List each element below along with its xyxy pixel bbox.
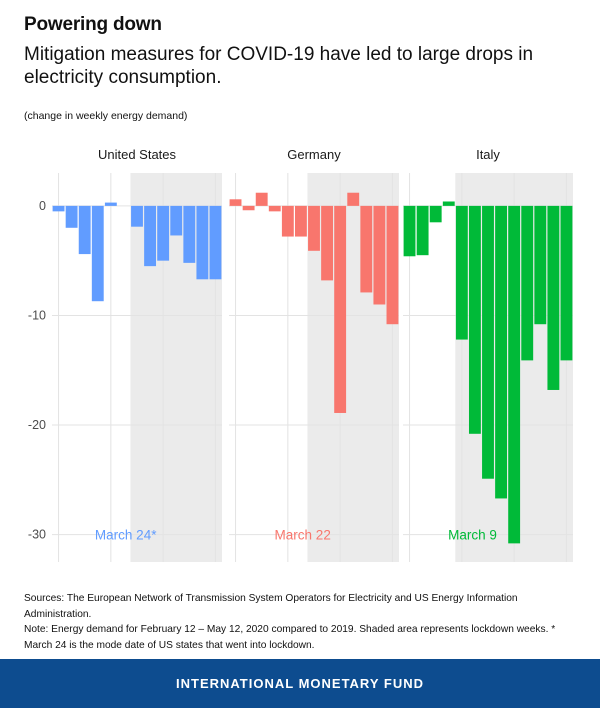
bar-italy	[416, 205, 429, 256]
panel-title-united-states: United States	[98, 147, 177, 162]
bar-italy	[560, 205, 573, 361]
unit-note: (change in weekly energy demand)	[24, 110, 188, 122]
bar-germany	[360, 205, 373, 293]
x-tick-label: Feb12	[220, 569, 251, 570]
bar-germany	[373, 205, 386, 305]
bar-germany	[242, 205, 255, 211]
y-tick-label: -20	[28, 418, 46, 432]
note-text: Note: Energy demand for February 12 – Ma…	[24, 624, 556, 651]
lockdown-label-germany: March 22	[275, 528, 331, 543]
energy-demand-chart: 0 -10 -20 -30 United States March 24* Feb12 Mar…	[28, 147, 580, 570]
bar-germany	[386, 205, 399, 325]
panel-title-italy: Italy	[476, 147, 500, 162]
y-tick-label: -30	[28, 528, 46, 542]
x-tick-label: Mar12	[446, 569, 477, 570]
bar-italy	[495, 205, 508, 499]
bar-italy	[521, 205, 534, 361]
x-tick-label: Apr9	[152, 569, 175, 570]
bar-germany	[281, 205, 294, 237]
y-tick-label: 0	[39, 199, 46, 213]
chart-subtitle: Mitigation measures for COVID-19 have le…	[24, 44, 534, 88]
bar-germany	[347, 192, 360, 206]
x-tick-label: Apr9	[503, 569, 526, 570]
sources-text: Sources: The European Network of Transmi…	[24, 593, 518, 620]
x-tick-label: May7	[379, 569, 406, 570]
x-tick-label: Feb12	[43, 569, 74, 570]
bar-germany	[229, 199, 242, 206]
chart-title: Powering down	[24, 14, 162, 35]
bar-italy	[442, 201, 455, 206]
imf-footer-bar: INTERNATIONAL MONETARY FUND	[0, 659, 600, 708]
bar-italy	[534, 205, 547, 325]
bar-germany	[294, 205, 307, 237]
footer-org-name: INTERNATIONAL MONETARY FUND	[176, 676, 424, 691]
bar-germany	[334, 205, 347, 413]
bar-united-states	[78, 205, 91, 255]
bar-italy	[429, 205, 442, 223]
lockdown-label-united-states: March 24*	[95, 528, 157, 543]
bar-united-states	[65, 205, 78, 228]
bar-united-states	[209, 205, 222, 280]
bar-italy	[482, 205, 494, 479]
bar-united-states	[104, 202, 117, 206]
bar-united-states	[183, 205, 196, 263]
bar-italy	[468, 205, 481, 434]
lockdown-label-italy: March 9	[448, 528, 497, 543]
x-tick-label: May7	[553, 569, 580, 570]
x-tick-label: Apr9	[329, 569, 352, 570]
bar-united-states	[144, 205, 157, 267]
bar-united-states	[52, 205, 65, 212]
bar-italy	[455, 205, 468, 340]
y-tick-label: -10	[28, 308, 46, 322]
x-tick-label: May7	[202, 569, 229, 570]
bar-italy	[403, 205, 416, 257]
bar-united-states	[131, 205, 143, 227]
bar-italy	[508, 205, 521, 544]
bar-germany	[255, 192, 268, 206]
bar-united-states	[157, 205, 170, 261]
bar-germany	[321, 205, 334, 281]
bar-united-states	[170, 205, 183, 236]
bar-italy	[547, 205, 560, 390]
x-tick-label: Mar12	[95, 569, 126, 570]
bar-germany	[308, 205, 320, 251]
x-tick-label: Feb12	[394, 569, 425, 570]
panel-title-germany: Germany	[287, 147, 341, 162]
bar-united-states	[91, 205, 104, 302]
bar-germany	[268, 205, 281, 212]
x-tick-label: Mar12	[272, 569, 303, 570]
chart-notes: Sources: The European Network of Transmi…	[24, 591, 584, 653]
bar-united-states	[196, 205, 209, 280]
